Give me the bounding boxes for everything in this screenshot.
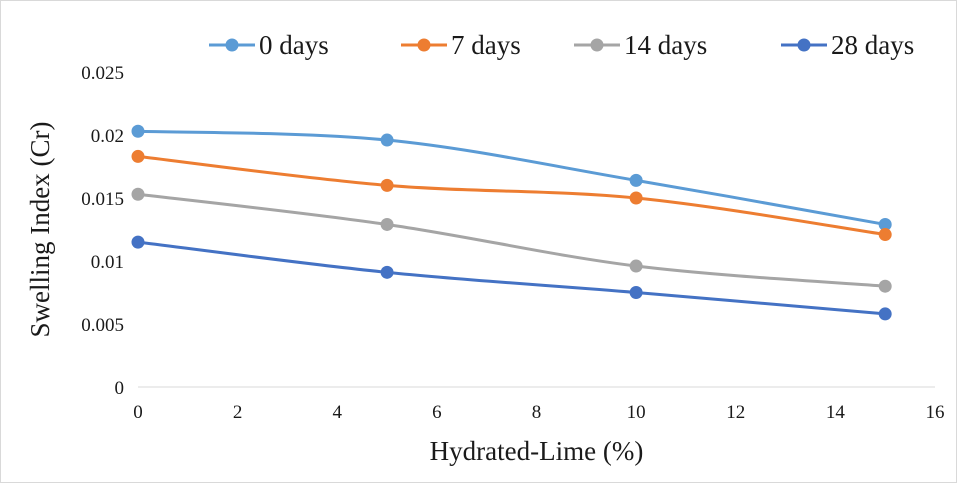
data-point [629, 286, 643, 299]
data-point [629, 259, 643, 273]
data-point [878, 228, 892, 242]
x-tick-label: 6 [432, 402, 442, 423]
series-0 [131, 124, 892, 231]
data-point [878, 279, 892, 293]
legend-label: 14 days [624, 30, 707, 60]
series-3 [131, 235, 892, 321]
data-point [878, 217, 892, 231]
series-line [137, 240, 886, 316]
series-line [137, 192, 886, 288]
x-tick-label: 8 [532, 402, 542, 423]
series-2 [131, 187, 892, 293]
y-tick-label: 0.005 [81, 315, 124, 336]
series-group [131, 124, 892, 321]
x-tick-label: 14 [826, 402, 846, 423]
legend-item: 0 days [209, 30, 329, 60]
x-axis-ticks: 0 2 4 6 8 10 12 14 16 [133, 402, 944, 423]
data-point [131, 124, 145, 138]
x-tick-label: 4 [333, 402, 343, 423]
data-point [380, 178, 394, 192]
y-axis-ticks: 0 0.005 0.01 0.015 0.02 0.025 [81, 63, 124, 399]
x-tick-label: 10 [627, 402, 646, 423]
legend: 0 days 7 days 14 days 28 days [209, 30, 914, 60]
x-tick-label: 12 [726, 402, 745, 423]
y-tick-label: 0.01 [91, 252, 124, 273]
data-point [380, 133, 394, 147]
data-point [380, 265, 394, 279]
series-1 [131, 149, 892, 242]
legend-item: 28 days [781, 30, 914, 60]
data-point [629, 191, 643, 205]
series-line [137, 154, 886, 237]
legend-marker [225, 38, 239, 52]
legend-marker [797, 38, 811, 52]
y-tick-label: 0.025 [81, 63, 124, 84]
y-axis-title: Swelling Index (Cr) [25, 122, 55, 338]
data-point [878, 307, 892, 321]
x-tick-label: 2 [233, 402, 243, 423]
data-point [131, 187, 145, 201]
y-tick-label: 0 [115, 378, 125, 399]
data-point [131, 235, 145, 249]
legend-marker [590, 38, 604, 52]
legend-label: 7 days [451, 30, 521, 60]
legend-item: 14 days [574, 30, 707, 60]
data-point [380, 217, 394, 231]
legend-label: 0 days [259, 30, 329, 60]
y-tick-label: 0.02 [91, 126, 124, 147]
x-tick-label: 16 [926, 402, 945, 423]
legend-label: 28 days [831, 30, 914, 60]
series-line [137, 129, 886, 226]
legend-marker [417, 38, 431, 52]
data-point [629, 173, 643, 187]
x-tick-label: 0 [133, 402, 143, 423]
y-tick-label: 0.015 [81, 189, 124, 210]
x-axis-title: Hydrated-Lime (%) [430, 436, 644, 466]
data-point [131, 149, 145, 163]
legend-item: 7 days [401, 30, 521, 60]
